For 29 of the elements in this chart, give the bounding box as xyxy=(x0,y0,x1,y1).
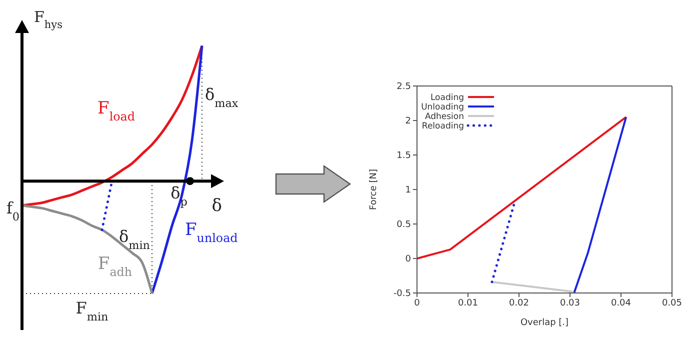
annotation: δ$_{p}$ xyxy=(170,184,188,208)
x-axis-title: δ xyxy=(212,196,222,216)
text: δ$_{min}$ xyxy=(118,227,150,252)
x-tick-label: 0.01 xyxy=(458,298,478,308)
legend-label: Reloading xyxy=(422,122,464,132)
y-tick-label: 2 xyxy=(405,116,411,127)
series-label: F$_{unload}$ xyxy=(185,220,238,246)
text: f$_{0}$ xyxy=(6,198,20,224)
y-axis-title: F$_{hys}$ xyxy=(34,8,63,31)
y-tick-label: 0.5 xyxy=(396,220,411,230)
y-tick-label: 1.5 xyxy=(396,151,411,162)
x-axis-title: Overlap [.] xyxy=(520,318,569,328)
series-label: F$_{adh}$ xyxy=(98,254,132,280)
x-tick-label: 0 xyxy=(414,298,420,308)
y-axis-title: Force [N] xyxy=(369,169,380,210)
y-tick-label: 2.5 xyxy=(396,82,411,92)
ref-line-label: F$_{min}$ xyxy=(76,298,108,323)
legend-label: Loading xyxy=(430,93,464,103)
x-tick-label: 0.03 xyxy=(560,298,580,308)
y-tick-label: 0 xyxy=(405,254,412,265)
x-tick-label: 0.02 xyxy=(508,298,530,308)
y-tick-label: 1 xyxy=(405,186,411,196)
series-label: F$_{load}$ xyxy=(98,98,136,124)
y-tick-label: -0.5 xyxy=(393,289,411,300)
x-tick-label: 0.04 xyxy=(610,298,632,308)
legend-label: Unloading xyxy=(421,102,464,112)
text: δ$_{max}$ xyxy=(205,84,238,110)
legend-label: Adhesion xyxy=(424,112,464,122)
x-tick-label: 0.05 xyxy=(662,298,682,308)
